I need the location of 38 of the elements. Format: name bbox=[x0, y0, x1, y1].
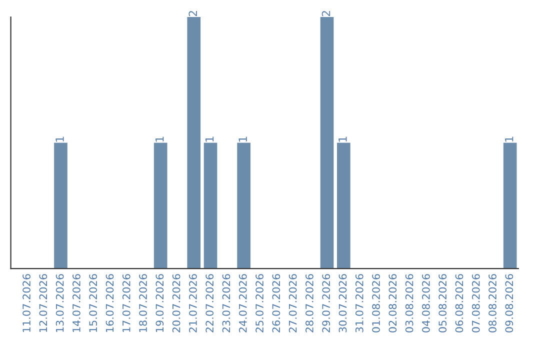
x-tick-label: 29.07.2026 bbox=[322, 274, 330, 332]
x-tick-label: 08.08.2026 bbox=[488, 274, 496, 332]
x-tick-label: 16.07.2026 bbox=[106, 274, 114, 332]
x-tick-label: 24.07.2026 bbox=[238, 274, 247, 332]
x-tick-label: 31.07.2026 bbox=[355, 274, 364, 332]
data-label: 1 bbox=[156, 136, 164, 142]
x-tick-label: 12.07.2026 bbox=[39, 274, 48, 332]
x-tick-label: 28.07.2026 bbox=[306, 274, 314, 332]
x-tick-label: 04.08.2026 bbox=[422, 274, 430, 332]
x-tick-label: 11.07.2026 bbox=[22, 274, 30, 332]
x-tick-label: 17.07.2026 bbox=[122, 274, 130, 332]
x-tick-label: 05.08.2026 bbox=[438, 274, 447, 332]
x-tick-label: 26.07.2026 bbox=[272, 274, 280, 332]
x-tick-label: 09.08.2026 bbox=[505, 274, 514, 332]
x-tick-label: 21.07.2026 bbox=[189, 274, 197, 332]
x-tick-label: 23.07.2026 bbox=[222, 274, 230, 332]
data-label: 1 bbox=[338, 136, 347, 142]
x-tick-label: 01.08.2026 bbox=[372, 274, 380, 332]
data-label: 1 bbox=[205, 136, 214, 142]
x-tick-label: 25.07.2026 bbox=[256, 274, 264, 332]
x-tick-label: 19.07.2026 bbox=[156, 274, 164, 332]
x-tick-label: 06.08.2026 bbox=[455, 274, 464, 332]
x-tick-label: 27.07.2026 bbox=[288, 274, 297, 332]
x-tick-label: 02.08.2026 bbox=[388, 274, 397, 332]
x-tick-label: 14.07.2026 bbox=[72, 274, 80, 332]
data-label: 1 bbox=[505, 136, 514, 142]
data-label: 1 bbox=[56, 136, 64, 142]
x-tick-label: 30.07.2026 bbox=[338, 274, 347, 332]
data-label: 2 bbox=[188, 11, 197, 16]
data-label: 2 bbox=[322, 11, 330, 16]
x-tick-label: 07.08.2026 bbox=[472, 274, 480, 332]
x-tick-label: 13.07.2026 bbox=[56, 274, 64, 332]
data-label: 1 bbox=[238, 136, 247, 142]
x-tick-label: 15.07.2026 bbox=[89, 274, 98, 332]
x-tick-label: 18.07.2026 bbox=[139, 274, 147, 332]
x-tick-label: 22.07.2026 bbox=[206, 274, 214, 332]
x-tick-label: 03.08.2026 bbox=[405, 274, 414, 332]
x-tick-label: 20.07.2026 bbox=[172, 274, 180, 332]
